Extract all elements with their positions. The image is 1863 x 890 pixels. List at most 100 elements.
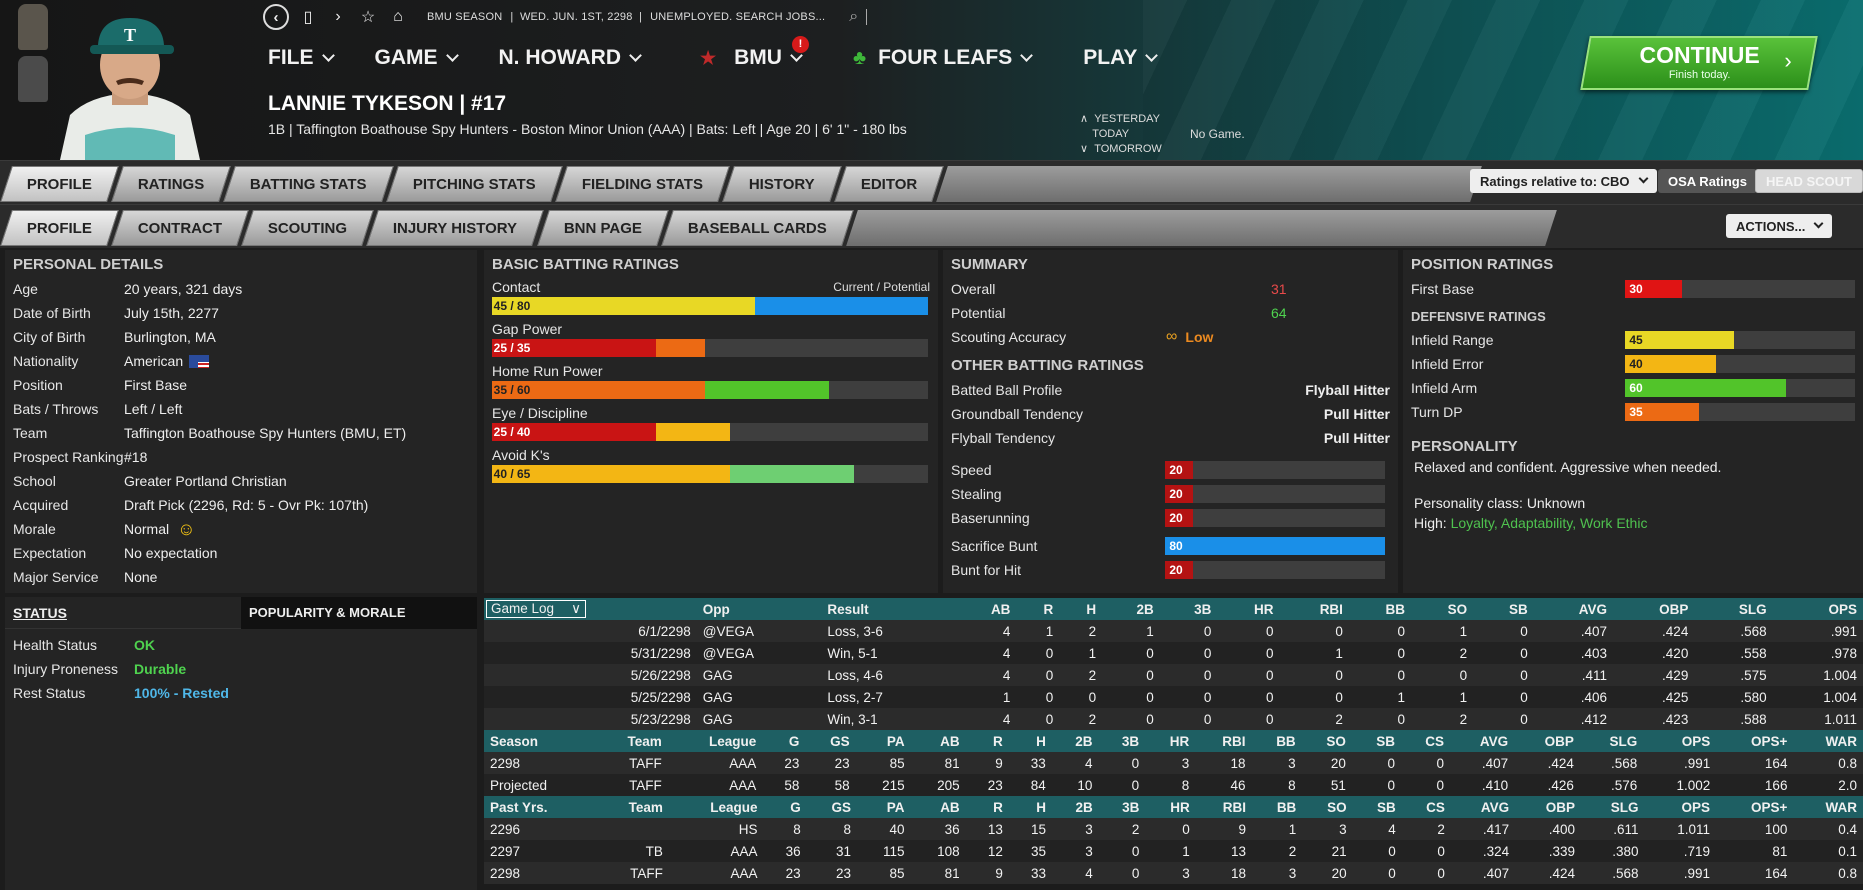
column-header[interactable]: OBP	[1514, 730, 1580, 752]
menu-league[interactable]: ★ BMU !	[700, 36, 809, 70]
column-header[interactable]: PA	[857, 796, 911, 818]
job-status-link[interactable]: UNEMPLOYED. SEARCH JOBS...	[650, 11, 826, 23]
column-header[interactable]: SLG	[1581, 796, 1645, 818]
search-input[interactable]	[866, 9, 868, 25]
column-header[interactable]: H	[1059, 598, 1103, 620]
column-header[interactable]: SB	[1351, 730, 1401, 752]
status-tab[interactable]: STATUS	[13, 604, 67, 621]
tab-editor[interactable]: EDITOR	[833, 166, 945, 202]
column-header[interactable]: H	[1008, 730, 1052, 752]
tab-baseball-cards[interactable]: BASEBALL CARDS	[660, 210, 854, 246]
column-header[interactable]: OBP	[1613, 598, 1695, 620]
column-header[interactable]: SO	[1301, 730, 1352, 752]
column-header[interactable]: AB	[954, 598, 1017, 620]
column-header[interactable]: OPS	[1643, 730, 1717, 752]
column-header[interactable]: BB	[1251, 730, 1302, 752]
column-header[interactable]: SLG	[1694, 598, 1773, 620]
column-header[interactable]: AB	[910, 730, 966, 752]
column-header[interactable]: Season	[484, 730, 595, 752]
column-header[interactable]: RBI	[1195, 730, 1252, 752]
menu-team[interactable]: ♣ FOUR LEAFS	[853, 46, 1034, 70]
osa-ratings-toggle[interactable]: OSA Ratings	[1658, 169, 1757, 193]
column-header[interactable]: Opp	[696, 598, 822, 620]
tab-sub-profile[interactable]: PROFILE	[0, 210, 119, 246]
column-header[interactable]: SLG	[1579, 730, 1644, 752]
column-header[interactable]: R	[965, 796, 1009, 818]
popularity-tab[interactable]: POPULARITY & MORALE	[241, 596, 477, 629]
column-header[interactable]: OPS+	[1716, 796, 1794, 818]
tab-injury-history[interactable]: INJURY HISTORY	[366, 210, 545, 246]
search-icon[interactable]: ⌕	[849, 8, 859, 25]
column-header[interactable]: PA	[855, 730, 911, 752]
today-link[interactable]: TODAY	[1080, 127, 1162, 142]
forward-icon[interactable]: ›	[335, 8, 341, 25]
column-header[interactable]: Result	[821, 598, 955, 620]
tab-profile[interactable]: PROFILE	[0, 166, 119, 202]
ratings-relative-select[interactable]: Ratings relative to: CBO	[1470, 169, 1657, 193]
column-header[interactable]: 2B	[1102, 598, 1160, 620]
column-header[interactable]: League	[668, 796, 764, 818]
column-header[interactable]: 2B	[1052, 796, 1099, 818]
actions-dropdown[interactable]: ACTIONS...	[1726, 214, 1833, 238]
column-header[interactable]: G	[762, 730, 806, 752]
column-header[interactable]: RBI	[1195, 796, 1253, 818]
yesterday-link[interactable]: ∧ YESTERDAY	[1080, 112, 1162, 127]
manager-avatar-icon[interactable]	[18, 4, 48, 50]
menu-play[interactable]: PLAY	[1083, 46, 1159, 70]
column-header[interactable]: OBP	[1515, 796, 1582, 818]
tab-scouting[interactable]: SCOUTING	[241, 210, 375, 246]
column-header[interactable]: AB	[910, 796, 966, 818]
continue-button[interactable]: CONTINUE Finish today. ›	[1580, 36, 1818, 90]
tab-fielding-stats[interactable]: FIELDING STATS	[554, 166, 730, 202]
head-scout-toggle[interactable]: HEAD SCOUT	[1755, 169, 1863, 193]
star-icon[interactable]: ☆	[360, 9, 376, 26]
column-header[interactable]: League	[667, 730, 763, 752]
column-header[interactable]: Past Yrs.	[484, 796, 596, 818]
column-header[interactable]: SB	[1473, 598, 1534, 620]
column-header[interactable]: SO	[1302, 796, 1353, 818]
column-header[interactable]: CS	[1400, 730, 1450, 752]
tab-ratings[interactable]: RATINGS	[111, 166, 232, 202]
column-header[interactable]: WAR	[1793, 796, 1863, 818]
column-header[interactable]: Team	[595, 796, 669, 818]
column-header[interactable]: AVG	[1533, 598, 1614, 620]
tab-contract[interactable]: CONTRACT	[111, 210, 250, 246]
column-header[interactable]: G	[763, 796, 807, 818]
column-header[interactable]: 3B	[1098, 796, 1146, 818]
coach-avatar-icon[interactable]	[18, 56, 48, 102]
column-header[interactable]: BB	[1252, 796, 1303, 818]
column-header[interactable]: H	[1008, 796, 1052, 818]
column-header[interactable]: WAR	[1793, 730, 1863, 752]
column-header[interactable]: GS	[806, 796, 858, 818]
tab-pitching-stats[interactable]: PITCHING STATS	[386, 166, 563, 202]
tab-bnn-page[interactable]: BNN PAGE	[536, 210, 669, 246]
column-header[interactable]: SB	[1352, 796, 1402, 818]
column-header[interactable]: Team	[594, 730, 668, 752]
column-header[interactable]: R	[1016, 598, 1060, 620]
game-log-select[interactable]: Game Log ∨	[486, 600, 586, 618]
column-header[interactable]: HR	[1145, 730, 1196, 752]
home-icon[interactable]: ⌂	[393, 8, 403, 25]
column-header[interactable]: HR	[1217, 598, 1280, 620]
column-header[interactable]: 2B	[1051, 730, 1099, 752]
page-icon[interactable]: ▯	[303, 9, 313, 26]
column-header[interactable]: SO	[1411, 598, 1474, 620]
column-header[interactable]: HR	[1145, 796, 1196, 818]
tab-batting-stats[interactable]: BATTING STATS	[223, 166, 394, 202]
menu-file[interactable]: FILE	[268, 46, 335, 70]
column-header[interactable]: BB	[1348, 598, 1411, 620]
menu-manager[interactable]: N. HOWARD	[499, 46, 642, 70]
column-header[interactable]: 3B	[1159, 598, 1218, 620]
column-header[interactable]: OPS	[1772, 598, 1863, 620]
column-header[interactable]: GS	[805, 730, 856, 752]
tomorrow-link[interactable]: ∨ TOMORROW	[1080, 142, 1162, 157]
tab-history[interactable]: HISTORY	[722, 166, 842, 202]
column-header[interactable]: OPS	[1644, 796, 1717, 818]
menu-game[interactable]: GAME	[375, 46, 459, 70]
column-header[interactable]: 3B	[1098, 730, 1146, 752]
back-button[interactable]: ‹	[263, 4, 289, 30]
column-header[interactable]: R	[965, 730, 1009, 752]
column-header[interactable]: RBI	[1279, 598, 1349, 620]
column-header[interactable]: CS	[1401, 796, 1451, 818]
column-header[interactable]: AVG	[1449, 730, 1515, 752]
